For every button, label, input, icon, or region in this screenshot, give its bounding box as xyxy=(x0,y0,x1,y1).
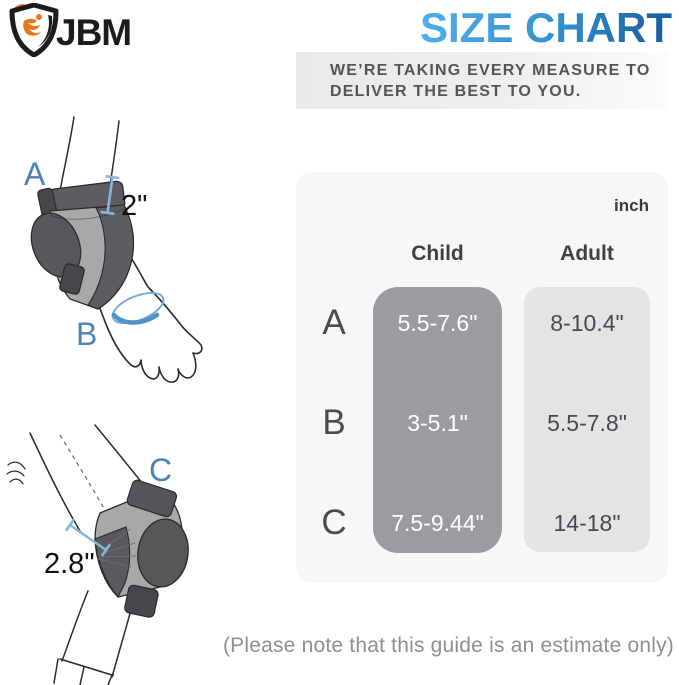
estimate-footnote: (Please note that this guide is an estim… xyxy=(222,634,674,657)
table-row-b: B 3-5.1" 5.5-7.8" xyxy=(296,400,668,446)
label-a: A xyxy=(24,156,46,192)
child-value: 7.5-9.44" xyxy=(391,510,484,536)
adult-value: 8-10.4" xyxy=(550,310,624,336)
elbow-pad-diagram: 2" A B xyxy=(24,116,203,383)
brand-logo: JBM xyxy=(8,3,132,57)
band-height-measure-line xyxy=(100,174,120,216)
tagline-banner: WE’RE TAKING EVERY MEASURE TO DELIVER TH… xyxy=(296,52,668,109)
row-label: B xyxy=(322,403,346,442)
side-measure-line xyxy=(65,518,111,557)
band-height-measure-label: 2" xyxy=(121,190,147,222)
side-measure-label: 2.8" xyxy=(44,548,95,580)
row-label: A xyxy=(322,303,346,342)
tagline-line1: WE’RE TAKING EVERY MEASURE TO xyxy=(330,62,651,79)
brand-wordmark: JBM xyxy=(56,12,132,53)
adult-value: 5.5-7.8" xyxy=(547,410,627,436)
label-b: B xyxy=(76,316,97,352)
label-c: C xyxy=(149,452,172,488)
page-title: SIZE CHART xyxy=(420,4,672,51)
column-header-child: Child xyxy=(411,242,464,265)
column-header-adult: Adult xyxy=(560,242,614,265)
knee-pad-diagram: 2.8" C xyxy=(6,424,189,685)
unit-label: inch xyxy=(614,196,649,215)
knee-pad xyxy=(94,479,189,618)
tagline-line2: DELIVER THE BEST TO YOU. xyxy=(330,83,582,100)
child-value: 5.5-7.6" xyxy=(397,310,478,336)
child-value: 3-5.1" xyxy=(407,410,468,436)
adult-column-background xyxy=(524,287,650,552)
wrist-band-marker xyxy=(111,291,165,325)
row-label: C xyxy=(321,503,347,542)
jbm-shield-runner-icon xyxy=(9,3,59,57)
child-column-background xyxy=(373,287,502,553)
adult-value: 14-18" xyxy=(553,510,621,536)
sketch-hand xyxy=(6,461,26,485)
table-row-a: A 5.5-7.6" 8-10.4" xyxy=(296,300,668,346)
elbow-pad xyxy=(30,180,135,310)
table-row-c: C 7.5-9.44" 14-18" xyxy=(296,500,668,546)
